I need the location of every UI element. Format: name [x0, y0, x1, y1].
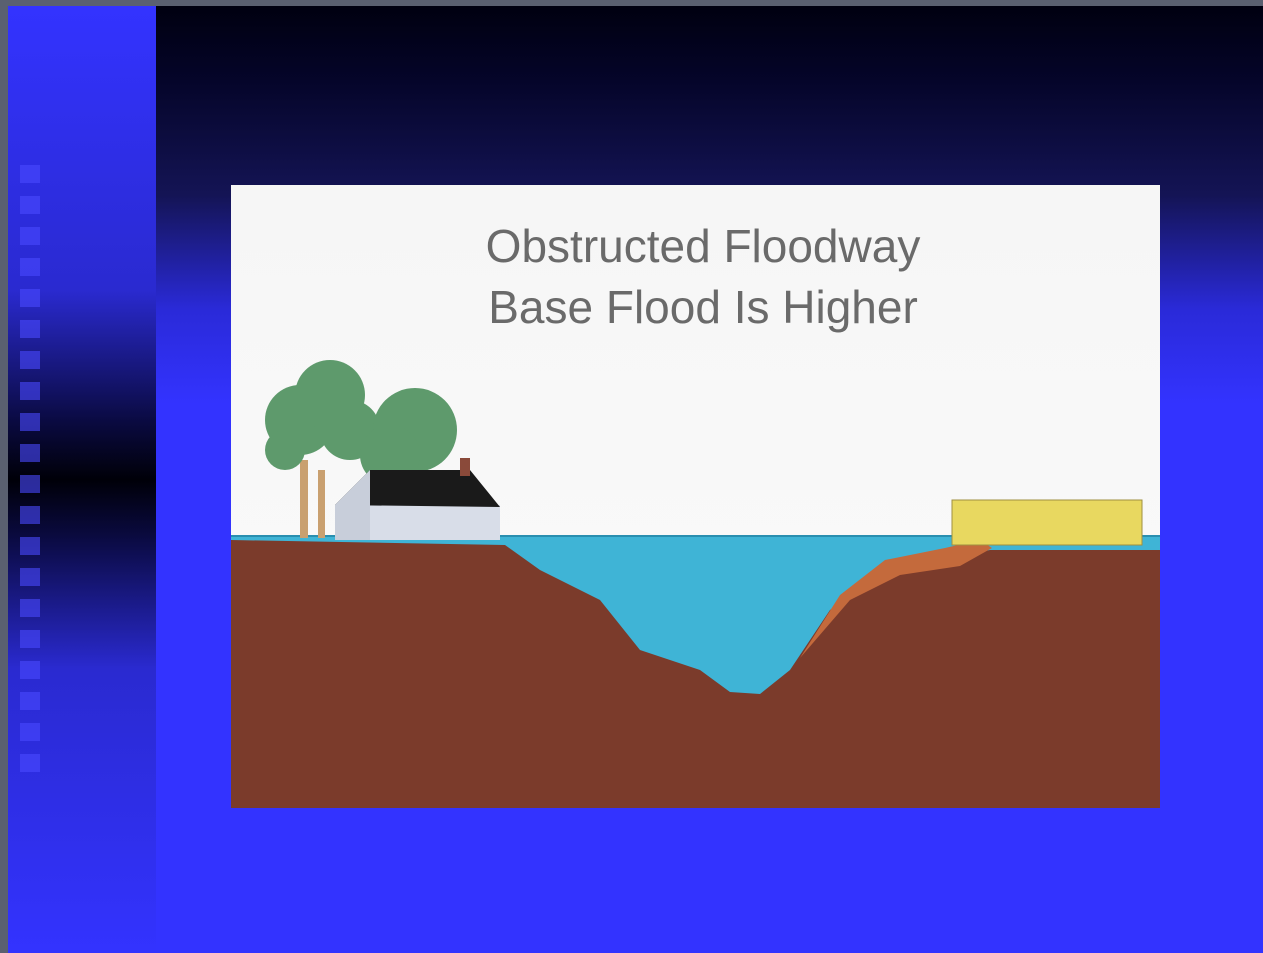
- square: [20, 320, 40, 338]
- square: [20, 661, 40, 679]
- title-line: Obstructed Floodway: [486, 220, 921, 272]
- square: [20, 413, 40, 431]
- slide: Obstructed Floodway Base Flood Is Higher: [0, 0, 1263, 953]
- square: [20, 568, 40, 586]
- title-line: Base Flood Is Higher: [488, 281, 918, 333]
- square: [20, 227, 40, 245]
- square: [20, 165, 40, 183]
- square: [20, 692, 40, 710]
- tree-trunk: [300, 460, 308, 538]
- square: [20, 382, 40, 400]
- square: [20, 723, 40, 741]
- chimney: [460, 458, 470, 476]
- square: [20, 475, 40, 493]
- square: [20, 754, 40, 772]
- square: [20, 537, 40, 555]
- square: [20, 196, 40, 214]
- tree-trunk: [318, 470, 325, 538]
- square: [20, 351, 40, 369]
- square: [20, 506, 40, 524]
- diagram: Obstructed Floodway Base Flood Is Higher: [231, 185, 1160, 808]
- square: [20, 444, 40, 462]
- square: [20, 630, 40, 648]
- square: [20, 599, 40, 617]
- building: [952, 500, 1142, 545]
- square: [20, 258, 40, 276]
- square: [20, 289, 40, 307]
